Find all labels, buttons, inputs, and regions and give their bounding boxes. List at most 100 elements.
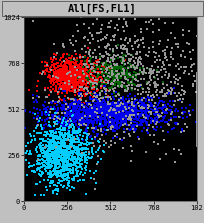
Point xyxy=(83,62,86,65)
Point xyxy=(130,97,133,101)
Point xyxy=(50,78,53,81)
Point xyxy=(92,81,95,85)
Point xyxy=(55,151,59,155)
Point xyxy=(121,109,124,112)
Point xyxy=(129,107,132,110)
Point xyxy=(127,114,130,118)
Point xyxy=(149,18,152,22)
Point xyxy=(133,110,137,114)
Point xyxy=(75,149,78,153)
Point xyxy=(62,88,65,92)
Point xyxy=(71,82,74,85)
Point xyxy=(70,68,73,71)
Point xyxy=(86,78,90,82)
Point xyxy=(139,109,142,113)
Point xyxy=(68,74,71,78)
Point xyxy=(64,137,68,140)
Point xyxy=(52,82,55,86)
Point xyxy=(44,113,47,117)
Point xyxy=(173,77,177,81)
Point xyxy=(85,61,88,65)
Point xyxy=(66,168,69,171)
Point xyxy=(51,130,54,133)
Point xyxy=(35,84,38,88)
Point xyxy=(47,93,50,97)
Point xyxy=(46,178,49,182)
Point xyxy=(58,150,62,154)
Point xyxy=(60,118,63,122)
Point xyxy=(49,145,53,148)
Point xyxy=(57,135,60,139)
Point xyxy=(124,36,127,40)
Point xyxy=(106,105,109,108)
Point xyxy=(169,31,172,35)
Point xyxy=(59,64,62,68)
Point xyxy=(49,134,53,138)
Point xyxy=(87,73,90,77)
Point xyxy=(151,118,154,122)
Point xyxy=(62,66,65,70)
Point xyxy=(167,99,170,102)
Point xyxy=(104,128,108,132)
Point xyxy=(53,141,56,145)
Point xyxy=(151,119,154,122)
Point xyxy=(108,60,111,63)
Point xyxy=(58,67,62,70)
Point xyxy=(84,151,87,154)
Point xyxy=(106,78,110,81)
Point xyxy=(72,155,75,159)
Point xyxy=(74,71,77,74)
Point xyxy=(55,118,58,122)
Point xyxy=(115,84,119,88)
Point xyxy=(75,116,78,120)
Point xyxy=(77,91,80,95)
Point xyxy=(61,104,64,107)
Point xyxy=(142,70,145,73)
Point xyxy=(93,113,96,116)
Point xyxy=(55,80,59,83)
Point xyxy=(74,67,78,70)
Point xyxy=(109,75,112,78)
Point xyxy=(120,113,123,117)
Point xyxy=(70,158,73,161)
Point xyxy=(73,76,76,80)
Point xyxy=(128,114,131,117)
Point xyxy=(102,85,105,88)
Point xyxy=(98,137,101,141)
Point xyxy=(55,141,58,145)
Point xyxy=(113,81,116,85)
Point xyxy=(123,130,126,134)
Point xyxy=(99,112,102,115)
Point xyxy=(114,106,118,109)
Point xyxy=(49,129,53,133)
Point xyxy=(79,114,83,118)
Point xyxy=(62,162,65,165)
Point xyxy=(116,126,120,130)
Point xyxy=(166,38,169,42)
Point xyxy=(87,141,90,145)
Point xyxy=(33,112,37,116)
Point xyxy=(67,125,70,129)
Point xyxy=(68,102,71,105)
Point xyxy=(115,23,119,27)
Point xyxy=(93,114,96,117)
Point xyxy=(129,121,132,125)
Point xyxy=(62,169,66,172)
Point xyxy=(145,95,149,99)
Point xyxy=(49,57,52,60)
Point xyxy=(146,132,149,135)
Point xyxy=(75,157,79,161)
Point xyxy=(101,108,104,111)
Point xyxy=(68,77,71,81)
Point xyxy=(143,119,146,122)
Point xyxy=(130,53,133,56)
Point xyxy=(104,105,108,109)
Point xyxy=(52,132,56,135)
Point xyxy=(79,128,82,132)
Point xyxy=(130,102,133,105)
Point xyxy=(123,89,126,92)
Point xyxy=(120,109,123,113)
Point xyxy=(172,160,176,164)
Point xyxy=(54,188,58,191)
Point xyxy=(145,113,148,117)
